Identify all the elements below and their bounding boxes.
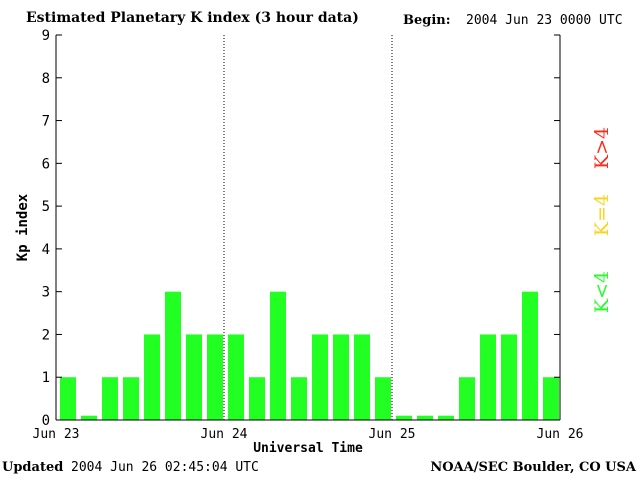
kp-bar [312, 334, 328, 420]
chart-title: Estimated Planetary K index (3 hour data… [26, 10, 359, 26]
y-tick-label: 1 [42, 370, 50, 386]
y-axis-title: Kp index [15, 193, 31, 261]
credit: NOAA/SEC Boulder, CO USA [430, 460, 636, 475]
x-tick-label: Jun 25 [369, 427, 416, 442]
kp-bar [417, 415, 433, 420]
y-tick-label: 4 [42, 242, 50, 258]
x-tick-label: Jun 23 [33, 427, 80, 442]
kp-bar [333, 334, 349, 420]
kp-bar [501, 334, 517, 420]
y-tick-label: 2 [42, 327, 50, 343]
kp-bar [165, 291, 181, 420]
kp-bar [81, 415, 97, 420]
begin-value: 2004 Jun 23 0000 UTC [466, 13, 623, 28]
kp-bar [60, 377, 76, 420]
kp-bar [270, 291, 286, 420]
kp-bar [375, 377, 391, 420]
kp-bars [60, 291, 559, 420]
kp-bar [291, 377, 307, 420]
kp-bar [102, 377, 118, 420]
x-axis-title: Universal Time [253, 441, 363, 456]
kp-bar [543, 377, 559, 420]
x-tick-label: Jun 24 [201, 427, 248, 442]
kp-bar [396, 415, 412, 420]
kp-bar [438, 415, 454, 420]
kp-bar [186, 334, 202, 420]
updated-value: 2004 Jun 26 02:45:04 UTC [71, 460, 259, 475]
legend-item: K<4 [591, 271, 613, 313]
y-tick-label: 0 [42, 413, 50, 429]
y-tick-label: 9 [42, 28, 50, 44]
legend-item: K=4 [591, 194, 613, 236]
axes [55, 34, 561, 421]
legend-item: K>4 [591, 127, 613, 169]
y-tick-label: 3 [42, 285, 50, 301]
day-separators [223, 35, 393, 420]
kp-bar [207, 334, 223, 420]
begin-label: Begin: [403, 13, 451, 28]
legend: K<4 K=4 K>4 [591, 127, 613, 313]
y-tick-label: 8 [42, 71, 50, 87]
x-tick-label: Jun 26 [537, 427, 584, 442]
kp-bar [123, 377, 139, 420]
kp-bar [459, 377, 475, 420]
updated-label: Updated [2, 460, 64, 475]
kp-bar [144, 334, 160, 420]
y-tick-label: 7 [42, 114, 50, 130]
kp-bar [249, 377, 265, 420]
axis-labels: 0 1 2 3 4 5 6 7 8 9 Jun 23 Jun 24 Jun 25 Jun 26 Univer… [15, 28, 583, 456]
y-tick-label: 5 [42, 199, 50, 215]
kp-bar [354, 334, 370, 420]
kp-bar [228, 334, 244, 420]
y-tick-label: 6 [42, 156, 50, 172]
kp-bar [522, 291, 538, 420]
kp-bar [480, 334, 496, 420]
